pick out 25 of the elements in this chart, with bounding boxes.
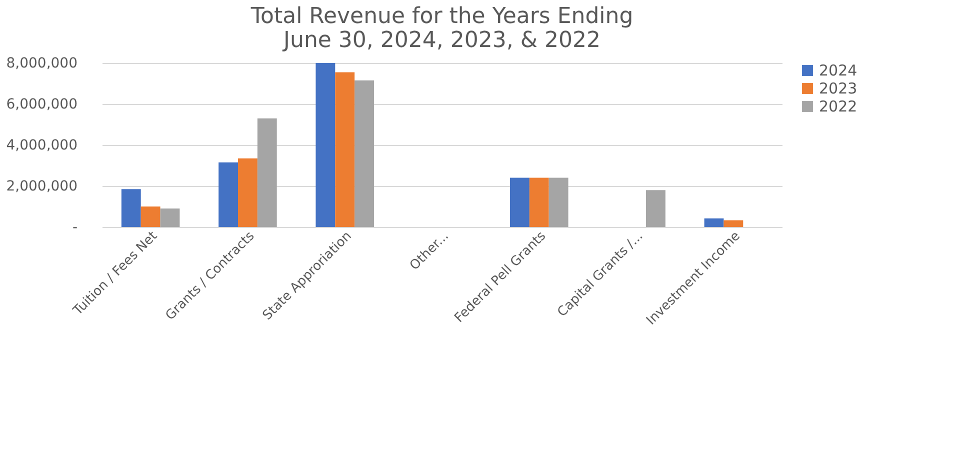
text: Total Revenue for the Years Ending: [250, 4, 634, 29]
bar: [354, 80, 374, 227]
bar: [529, 178, 549, 227]
bar: [218, 162, 238, 227]
bar: [160, 208, 180, 227]
bar: [238, 158, 258, 227]
legend-label: 2024: [819, 62, 858, 80]
y-tick-label: -: [72, 220, 78, 236]
bar: [646, 190, 666, 227]
legend-label: 2022: [819, 98, 858, 116]
bar: [510, 178, 530, 227]
bar: [335, 72, 355, 227]
y-tick-label: 4,000,000: [6, 138, 78, 154]
bar: [724, 220, 744, 227]
bar: [257, 118, 277, 227]
y-tick-label: 6,000,000: [6, 96, 78, 112]
bar: [121, 189, 141, 227]
y-tick-label: 2,000,000: [6, 178, 78, 194]
bar: [316, 63, 336, 227]
bar: [704, 218, 724, 227]
text: June 30, 2024, 2023, & 2022: [284, 28, 600, 53]
bar: [140, 206, 160, 227]
y-tick-label: 8,000,000: [6, 56, 78, 72]
bar: [548, 178, 568, 227]
legend-label: 2023: [819, 80, 858, 98]
